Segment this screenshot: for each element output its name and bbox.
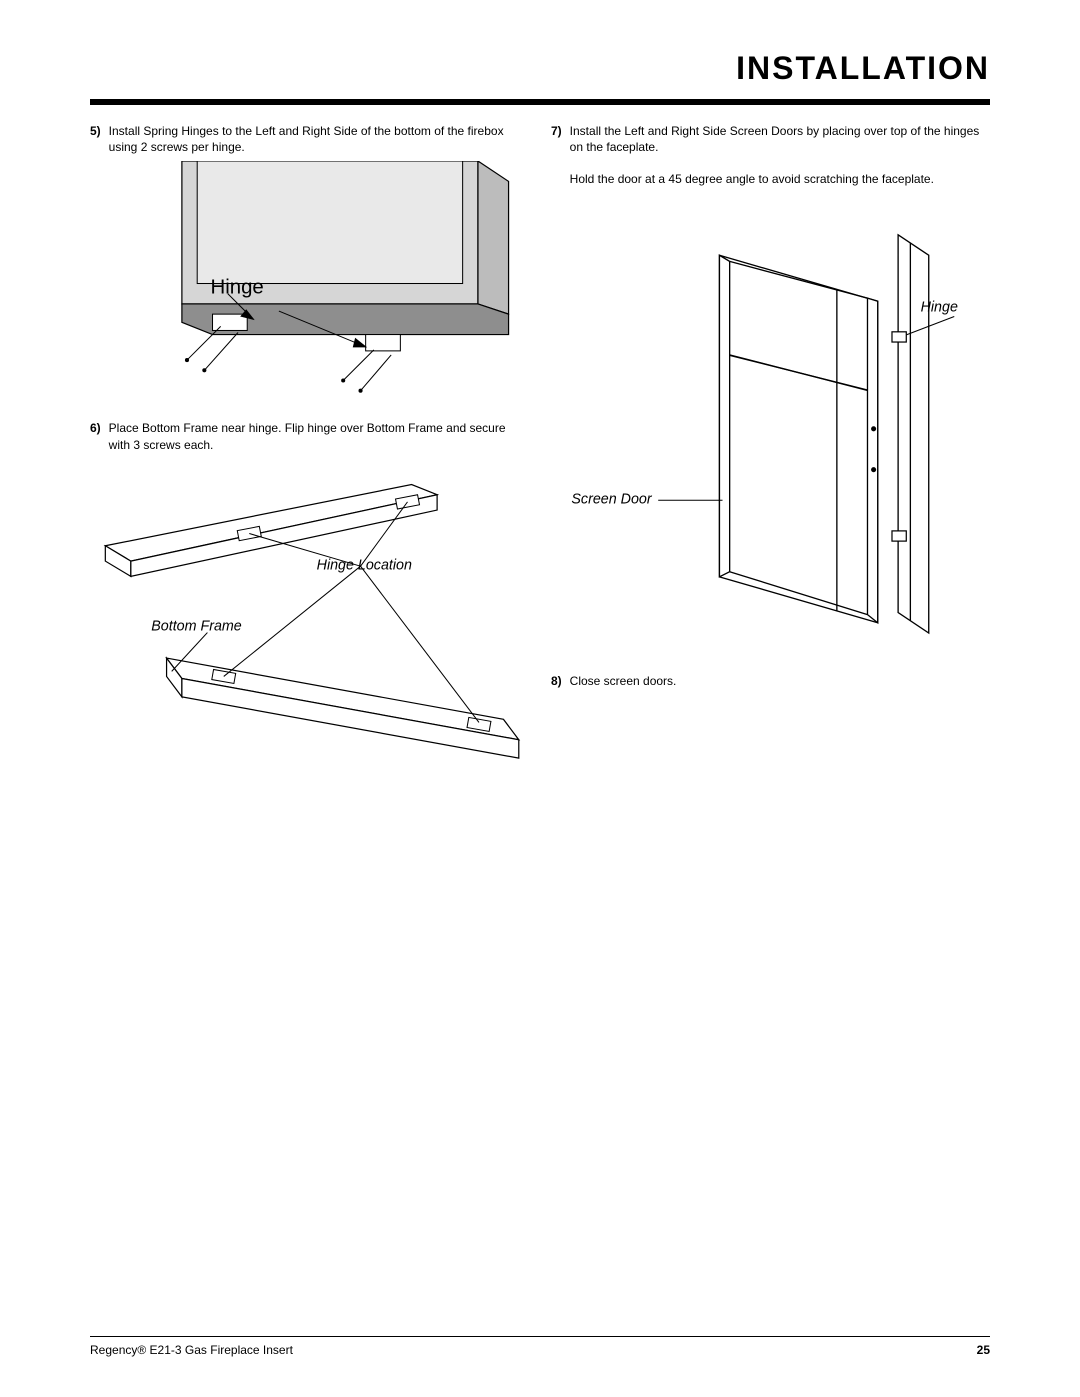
bottom-frame-diagram: Hinge Location Bottom Frame (90, 459, 529, 786)
figure-step6: Hinge Location Bottom Frame (90, 459, 529, 786)
step-note-text: Hold the door at a 45 degree angle to av… (570, 171, 990, 187)
figure-step5: Hinge (90, 161, 529, 406)
footer-product: Regency® E21-3 Gas Fireplace Insert (90, 1343, 293, 1357)
step-7: 7) Install the Left and Right Side Scree… (551, 123, 990, 155)
step-number: 6) (90, 420, 101, 452)
step-text: Place Bottom Frame near hinge. Flip hing… (109, 420, 529, 452)
step-text: Close screen doors. (570, 673, 990, 689)
firebox-hinge-diagram: Hinge (90, 161, 529, 406)
page-title: INSTALLATION (90, 50, 990, 87)
screen-door-diagram: Hinge Screen Door (551, 194, 990, 674)
step-7-note: 7) Hold the door at a 45 degree angle to… (551, 171, 990, 187)
figure-step7: Hinge Screen Door (551, 194, 990, 674)
page-footer: Regency® E21-3 Gas Fireplace Insert 25 (90, 1336, 990, 1357)
step-text: Install Spring Hinges to the Left and Ri… (109, 123, 529, 155)
step-8: 8) Close screen doors. (551, 673, 990, 689)
hinge-label: Hinge (210, 277, 263, 299)
step-text: Install the Left and Right Side Screen D… (570, 123, 990, 155)
step-number: 8) (551, 673, 562, 689)
step-number: 7) (551, 123, 562, 155)
hinge-location-label: Hinge Location (317, 557, 412, 573)
step-5: 5) Install Spring Hinges to the Left and… (90, 123, 529, 155)
header-rule (90, 99, 990, 105)
content-columns: 5) Install Spring Hinges to the Left and… (90, 123, 990, 785)
screen-door-label: Screen Door (571, 491, 652, 507)
hinge-label-right: Hinge (921, 299, 958, 315)
step-6: 6) Place Bottom Frame near hinge. Flip h… (90, 420, 529, 452)
right-column: 7) Install the Left and Right Side Scree… (551, 123, 990, 785)
step-number: 5) (90, 123, 101, 155)
left-column: 5) Install Spring Hinges to the Left and… (90, 123, 529, 785)
footer-page-number: 25 (977, 1343, 990, 1357)
bottom-frame-label: Bottom Frame (151, 618, 242, 634)
